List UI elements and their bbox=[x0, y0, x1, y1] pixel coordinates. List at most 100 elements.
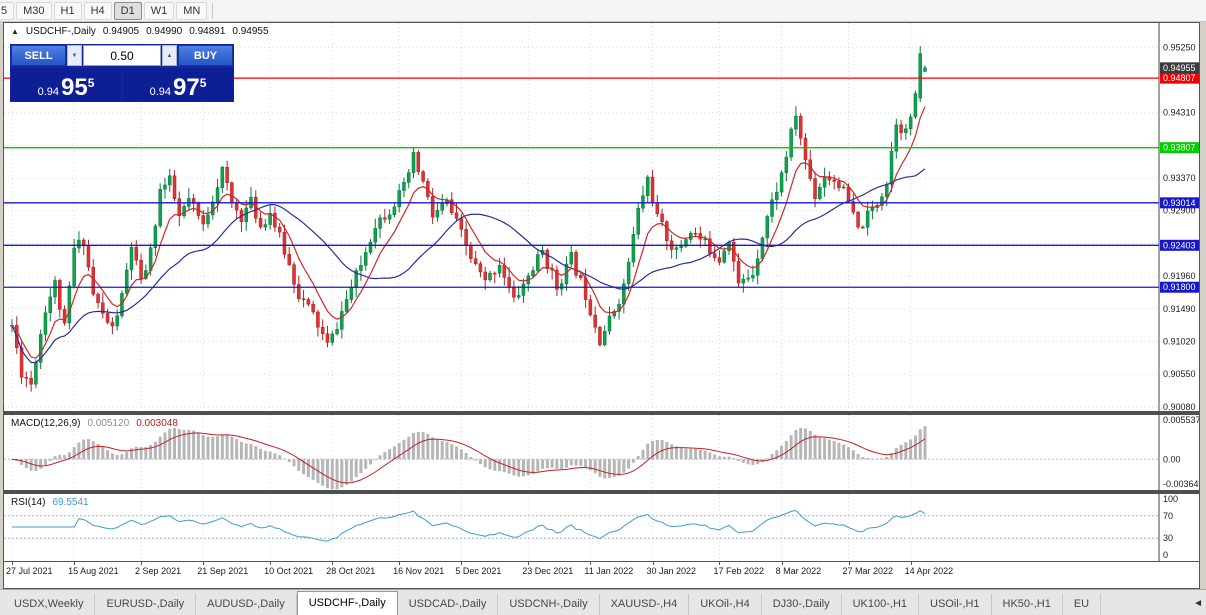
time-axis-tick bbox=[203, 562, 205, 565]
time-axis-tick bbox=[270, 562, 272, 565]
one-click-collapse-icon[interactable]: ▲ bbox=[11, 27, 19, 36]
horizontal-level-lines: 0.94807 0.93807 0.93014 0.92403 0.91800 bbox=[4, 72, 1199, 293]
rsi-grid bbox=[4, 494, 1159, 561]
svg-text:0.91490: 0.91490 bbox=[1163, 304, 1196, 314]
time-axis-tick bbox=[590, 562, 592, 565]
time-axis-tick bbox=[332, 562, 334, 565]
timeframe-button-D1[interactable]: D1 bbox=[113, 1, 142, 20]
time-axis-tick bbox=[781, 562, 783, 565]
one-click-price-row: 0.94 95 5 0.94 97 5 bbox=[11, 68, 233, 101]
buy-button[interactable]: BUY bbox=[178, 45, 233, 66]
macd-chart-canvas[interactable]: 0.005537 0.00 -0.00364 bbox=[4, 415, 1199, 490]
timeframe-button-MN[interactable]: MN bbox=[176, 1, 208, 20]
timeframe-button-H4[interactable]: H4 bbox=[83, 1, 112, 20]
timeframe-button-5[interactable]: 5 bbox=[0, 1, 15, 20]
timeframe-button-H1[interactable]: H1 bbox=[53, 1, 82, 20]
sell-price-prefix: 0.94 bbox=[37, 85, 60, 98]
sell-price-pip: 5 bbox=[87, 76, 95, 90]
chart-tab-audusd-daily[interactable]: AUDUSD-,Daily bbox=[196, 594, 297, 615]
chart-tab-usdcad-daily[interactable]: USDCAD-,Daily bbox=[398, 594, 499, 615]
one-click-trading-panel: SELL ▼ ▲ BUY 0.94 95 5 0.94 97 5 bbox=[10, 44, 234, 102]
one-click-order-row: SELL ▼ ▲ BUY bbox=[11, 45, 233, 66]
time-axis-label: 30 Jan 2022 bbox=[646, 566, 697, 576]
time-axis-tick bbox=[74, 562, 76, 565]
chart-tab-usdchf-daily[interactable]: USDCHF-,Daily bbox=[296, 591, 398, 615]
time-axis-label: 27 Mar 2022 bbox=[842, 566, 894, 576]
chart-window: 0.90080 0.90550 0.91020 0.91490 0.91960 0.929… bbox=[3, 22, 1200, 589]
timeframe-button-M30[interactable]: M30 bbox=[16, 1, 52, 20]
ma-fast-line bbox=[11, 106, 926, 359]
svg-text:0: 0 bbox=[1163, 550, 1168, 560]
chart-tab-bar: USDX,Weekly EURUSD-,Daily AUDUSD-,Daily USD… bbox=[0, 589, 1206, 615]
svg-text:0.94310: 0.94310 bbox=[1163, 108, 1196, 118]
svg-text:0.92900: 0.92900 bbox=[1163, 206, 1196, 216]
time-axis-label: 10 Oct 2021 bbox=[264, 566, 314, 576]
svg-text:0.93014: 0.93014 bbox=[1163, 198, 1196, 208]
svg-text:0.91020: 0.91020 bbox=[1163, 336, 1196, 346]
volume-increase-button[interactable]: ▲ bbox=[162, 45, 177, 66]
svg-text:0.00: 0.00 bbox=[1163, 454, 1181, 464]
buy-price-pip: 5 bbox=[199, 76, 207, 90]
svg-text:0.005537: 0.005537 bbox=[1163, 415, 1199, 425]
buy-price-display[interactable]: 0.94 97 5 bbox=[123, 68, 233, 101]
svg-text:0.91800: 0.91800 bbox=[1163, 282, 1196, 292]
rsi-chart-canvas[interactable]: 100 70 30 0 bbox=[4, 494, 1199, 561]
main-price-pane: 0.90080 0.90550 0.91020 0.91490 0.91960 0.929… bbox=[4, 23, 1199, 411]
chart-tab-xauusd-h4[interactable]: XAUUSD-,H4 bbox=[600, 594, 690, 615]
svg-text:30: 30 bbox=[1163, 533, 1173, 543]
time-axis-label: 14 Apr 2022 bbox=[904, 566, 954, 576]
time-axis-label: 16 Nov 2021 bbox=[393, 566, 445, 576]
time-axis-tick bbox=[461, 562, 463, 565]
pane-splitter-main-macd[interactable] bbox=[4, 411, 1199, 415]
buy-price-prefix: 0.94 bbox=[149, 85, 172, 98]
svg-text:0.93807: 0.93807 bbox=[1163, 143, 1196, 153]
timeframe-toolbar: 5 M30 H1 H4 D1 W1 MN bbox=[0, 0, 1206, 22]
window-edge-left bbox=[0, 22, 3, 589]
toolbar-separator bbox=[212, 2, 214, 19]
chart-tab-dj30-daily[interactable]: DJ30-,Daily bbox=[762, 594, 842, 615]
chart-tab-ukoil-h4[interactable]: UKOil-,H4 bbox=[689, 594, 762, 615]
time-axis-tick bbox=[719, 562, 721, 565]
svg-text:100: 100 bbox=[1163, 494, 1178, 504]
chart-tab-eurusd-daily[interactable]: EURUSD-,Daily bbox=[95, 594, 197, 615]
chart-tab-uk100-h1[interactable]: UK100-,H1 bbox=[842, 594, 920, 615]
svg-text:0.94955: 0.94955 bbox=[1163, 63, 1196, 73]
chart-tab-hk50-h1[interactable]: HK50-,H1 bbox=[992, 594, 1063, 615]
rsi-line bbox=[12, 509, 926, 542]
rsi-pane: 100 70 30 0 RSI(14) 69.5541 bbox=[4, 494, 1199, 561]
time-axis-tick bbox=[528, 562, 530, 565]
chart-tab-usoil-h1[interactable]: USOil-,H1 bbox=[919, 594, 992, 615]
volume-decrease-button[interactable]: ▼ bbox=[67, 45, 82, 66]
sell-price-big-digits: 95 bbox=[61, 74, 88, 102]
svg-text:-0.00364: -0.00364 bbox=[1163, 479, 1199, 489]
svg-text:0.93370: 0.93370 bbox=[1163, 173, 1196, 183]
chart-tab-usdx-weekly[interactable]: USDX,Weekly bbox=[3, 594, 96, 615]
macd-grid bbox=[4, 415, 1159, 490]
macd-histogram bbox=[10, 426, 927, 490]
time-axis-tick bbox=[848, 562, 850, 565]
sell-button[interactable]: SELL bbox=[11, 45, 66, 66]
svg-text:0.90550: 0.90550 bbox=[1163, 369, 1196, 379]
time-axis-tick bbox=[12, 562, 13, 565]
price-chart-canvas[interactable]: 0.90080 0.90550 0.91020 0.91490 0.91960 0.929… bbox=[4, 23, 1199, 411]
sell-price-display[interactable]: 0.94 95 5 bbox=[11, 68, 121, 101]
time-axis-tick bbox=[399, 562, 401, 565]
time-axis-label: 2 Sep 2021 bbox=[135, 566, 182, 576]
timeframe-button-W1[interactable]: W1 bbox=[143, 1, 175, 20]
time-axis[interactable]: 27 Jul 2021 15 Aug 2021 2 Sep 2021 21 Sep 2… bbox=[4, 561, 1199, 587]
chart-tab-eu[interactable]: EU bbox=[1063, 594, 1102, 615]
time-axis-label: 17 Feb 2022 bbox=[713, 566, 764, 576]
time-axis-label: 28 Oct 2021 bbox=[326, 566, 376, 576]
time-axis-tick bbox=[652, 562, 654, 565]
buy-price-big-digits: 97 bbox=[173, 74, 200, 102]
time-axis-label: 21 Sep 2021 bbox=[197, 566, 249, 576]
chart-tab-usdcnh-daily[interactable]: USDCNH-,Daily bbox=[498, 594, 600, 615]
time-axis-tick bbox=[910, 562, 912, 565]
pane-splitter-macd-rsi[interactable] bbox=[4, 490, 1199, 494]
time-axis-label: 5 Dec 2021 bbox=[455, 566, 502, 576]
window-edge-right bbox=[1200, 22, 1206, 589]
volume-input[interactable] bbox=[83, 45, 161, 66]
tab-scroll-left-button[interactable]: ◄ bbox=[1189, 598, 1203, 609]
time-axis-label: 23 Dec 2021 bbox=[522, 566, 574, 576]
